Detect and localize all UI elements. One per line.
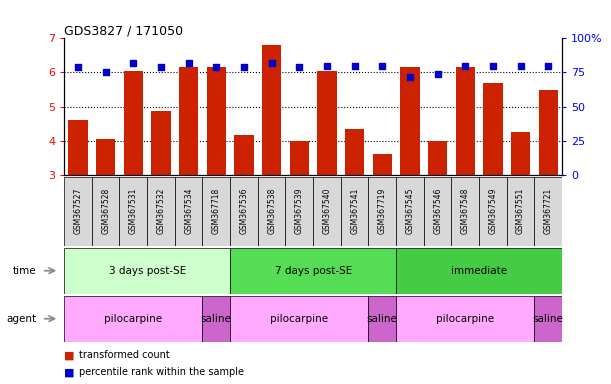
Text: GSM367721: GSM367721 bbox=[544, 188, 553, 234]
Bar bbox=[313, 177, 341, 246]
Bar bbox=[123, 71, 143, 175]
Point bbox=[211, 64, 221, 70]
Point bbox=[488, 63, 498, 69]
Point bbox=[267, 60, 277, 66]
Text: GSM367538: GSM367538 bbox=[267, 188, 276, 234]
Point bbox=[239, 64, 249, 70]
Text: GSM367548: GSM367548 bbox=[461, 188, 470, 234]
Text: GSM367541: GSM367541 bbox=[350, 188, 359, 234]
Bar bbox=[428, 141, 447, 175]
Bar bbox=[92, 177, 120, 246]
Bar bbox=[64, 248, 230, 294]
Bar bbox=[400, 67, 420, 175]
Bar bbox=[507, 177, 535, 246]
Text: time: time bbox=[13, 266, 37, 276]
Text: ■: ■ bbox=[64, 350, 75, 360]
Point bbox=[516, 63, 525, 69]
Text: GSM367719: GSM367719 bbox=[378, 188, 387, 234]
Bar bbox=[230, 296, 368, 342]
Text: GSM367549: GSM367549 bbox=[488, 188, 497, 235]
Text: GSM367718: GSM367718 bbox=[212, 188, 221, 234]
Bar bbox=[290, 141, 309, 175]
Point bbox=[184, 60, 194, 66]
Text: pilocarpine: pilocarpine bbox=[104, 314, 163, 324]
Bar bbox=[64, 296, 202, 342]
Point bbox=[128, 60, 138, 66]
Point bbox=[322, 63, 332, 69]
Text: 3 days post-SE: 3 days post-SE bbox=[109, 266, 186, 276]
Bar bbox=[483, 83, 503, 175]
Text: GSM367534: GSM367534 bbox=[184, 188, 193, 235]
Bar bbox=[396, 248, 562, 294]
Text: 7 days post-SE: 7 days post-SE bbox=[274, 266, 352, 276]
Bar bbox=[368, 177, 396, 246]
Text: ■: ■ bbox=[64, 367, 75, 377]
Bar bbox=[535, 177, 562, 246]
Text: GSM367536: GSM367536 bbox=[240, 188, 249, 235]
Bar bbox=[341, 177, 368, 246]
Bar bbox=[317, 71, 337, 175]
Text: GDS3827 / 171050: GDS3827 / 171050 bbox=[64, 24, 183, 37]
Text: agent: agent bbox=[7, 314, 37, 324]
Point bbox=[156, 64, 166, 70]
Bar bbox=[396, 177, 424, 246]
Bar bbox=[179, 67, 199, 175]
Point bbox=[405, 73, 415, 79]
Bar bbox=[202, 296, 230, 342]
Text: GSM367532: GSM367532 bbox=[156, 188, 166, 234]
Bar bbox=[456, 67, 475, 175]
Point bbox=[461, 63, 470, 69]
Bar bbox=[262, 45, 281, 175]
Text: GSM367540: GSM367540 bbox=[323, 188, 332, 235]
Text: saline: saline bbox=[201, 314, 232, 324]
Bar bbox=[230, 248, 396, 294]
Bar bbox=[511, 132, 530, 175]
Text: GSM367528: GSM367528 bbox=[101, 188, 110, 234]
Text: GSM367539: GSM367539 bbox=[295, 188, 304, 235]
Bar bbox=[68, 119, 87, 175]
Bar bbox=[96, 139, 115, 175]
Bar bbox=[234, 134, 254, 175]
Bar bbox=[479, 177, 507, 246]
Bar bbox=[207, 67, 226, 175]
Point bbox=[433, 71, 442, 77]
Bar bbox=[175, 177, 202, 246]
Bar bbox=[396, 296, 535, 342]
Text: saline: saline bbox=[533, 314, 564, 324]
Text: transformed count: transformed count bbox=[79, 350, 170, 360]
Bar bbox=[373, 154, 392, 175]
Point bbox=[378, 63, 387, 69]
Point bbox=[101, 70, 111, 76]
Point bbox=[73, 64, 83, 70]
Bar bbox=[424, 177, 452, 246]
Bar bbox=[535, 296, 562, 342]
Point bbox=[543, 63, 553, 69]
Bar bbox=[258, 177, 285, 246]
Point bbox=[349, 63, 359, 69]
Bar bbox=[147, 177, 175, 246]
Text: GSM367545: GSM367545 bbox=[406, 188, 414, 235]
Text: pilocarpine: pilocarpine bbox=[270, 314, 328, 324]
Text: GSM367527: GSM367527 bbox=[73, 188, 82, 234]
Text: GSM367551: GSM367551 bbox=[516, 188, 525, 234]
Bar bbox=[120, 177, 147, 246]
Bar bbox=[230, 177, 258, 246]
Text: GSM367531: GSM367531 bbox=[129, 188, 138, 234]
Bar bbox=[285, 177, 313, 246]
Bar bbox=[368, 296, 396, 342]
Text: immediate: immediate bbox=[451, 266, 507, 276]
Text: pilocarpine: pilocarpine bbox=[436, 314, 494, 324]
Text: saline: saline bbox=[367, 314, 398, 324]
Bar bbox=[452, 177, 479, 246]
Text: percentile rank within the sample: percentile rank within the sample bbox=[79, 367, 244, 377]
Bar bbox=[152, 111, 170, 175]
Bar bbox=[539, 89, 558, 175]
Bar bbox=[202, 177, 230, 246]
Text: GSM367546: GSM367546 bbox=[433, 188, 442, 235]
Bar bbox=[64, 177, 92, 246]
Point bbox=[295, 64, 304, 70]
Bar bbox=[345, 129, 364, 175]
